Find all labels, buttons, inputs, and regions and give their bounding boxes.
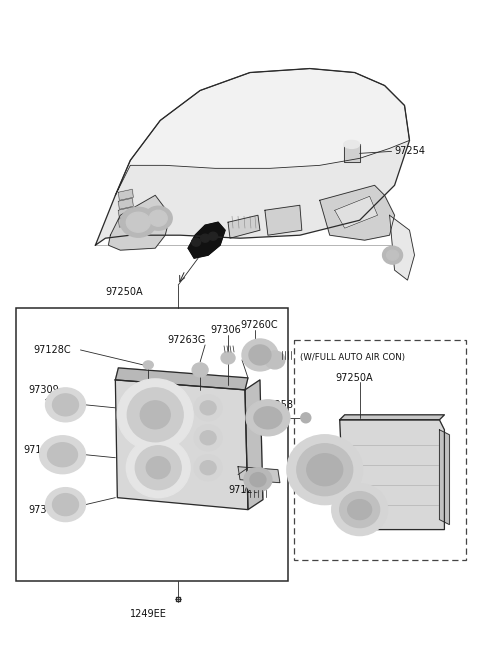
Ellipse shape — [344, 140, 360, 149]
Ellipse shape — [144, 206, 172, 230]
Ellipse shape — [52, 494, 78, 515]
Polygon shape — [265, 205, 302, 235]
Ellipse shape — [249, 345, 271, 365]
Polygon shape — [228, 215, 260, 238]
Ellipse shape — [194, 455, 222, 481]
Ellipse shape — [200, 460, 216, 475]
Ellipse shape — [146, 457, 170, 479]
Text: 97260C: 97260C — [240, 320, 277, 330]
Ellipse shape — [201, 234, 210, 242]
Ellipse shape — [194, 395, 222, 421]
Polygon shape — [340, 415, 444, 420]
Ellipse shape — [386, 250, 398, 260]
Ellipse shape — [126, 438, 190, 498]
Ellipse shape — [144, 361, 153, 369]
Text: 97263G: 97263G — [167, 335, 205, 345]
Ellipse shape — [46, 488, 85, 521]
Polygon shape — [310, 445, 318, 498]
Polygon shape — [96, 69, 409, 245]
Ellipse shape — [120, 207, 156, 237]
Ellipse shape — [126, 212, 150, 233]
Text: 97309: 97309 — [29, 504, 60, 515]
Text: 97250A: 97250A — [336, 373, 373, 383]
Ellipse shape — [265, 351, 285, 369]
Ellipse shape — [301, 413, 311, 422]
Ellipse shape — [340, 492, 380, 527]
Ellipse shape — [127, 388, 183, 441]
Polygon shape — [320, 185, 395, 240]
Ellipse shape — [149, 210, 167, 226]
Polygon shape — [335, 196, 378, 228]
Ellipse shape — [297, 443, 353, 496]
Ellipse shape — [46, 388, 85, 422]
Ellipse shape — [209, 233, 217, 240]
Polygon shape — [108, 195, 170, 250]
Ellipse shape — [287, 435, 363, 504]
Ellipse shape — [48, 443, 77, 467]
Polygon shape — [245, 380, 263, 510]
Polygon shape — [344, 144, 360, 162]
Text: 97137A: 97137A — [24, 445, 61, 455]
Polygon shape — [115, 380, 248, 510]
Ellipse shape — [135, 446, 181, 490]
Ellipse shape — [200, 401, 216, 415]
Ellipse shape — [307, 454, 343, 485]
Ellipse shape — [52, 394, 78, 416]
Ellipse shape — [39, 436, 85, 474]
Polygon shape — [390, 215, 415, 280]
Ellipse shape — [332, 483, 387, 536]
Bar — [294, 340, 467, 559]
Text: 97126: 97126 — [228, 485, 259, 495]
Ellipse shape — [246, 400, 290, 436]
Polygon shape — [439, 430, 449, 525]
Ellipse shape — [221, 352, 235, 364]
Polygon shape — [238, 467, 280, 483]
Text: 97128C: 97128C — [34, 345, 71, 355]
Ellipse shape — [244, 468, 272, 492]
Polygon shape — [119, 189, 133, 200]
Ellipse shape — [348, 500, 372, 519]
Text: 97254: 97254 — [395, 146, 426, 157]
Ellipse shape — [140, 401, 170, 429]
Text: 97250A: 97250A — [106, 287, 143, 297]
Ellipse shape — [254, 407, 282, 429]
Text: 97258: 97258 — [262, 400, 293, 410]
Ellipse shape — [383, 246, 403, 264]
Ellipse shape — [117, 379, 193, 451]
Polygon shape — [119, 198, 133, 209]
Polygon shape — [115, 368, 248, 390]
Text: 97309: 97309 — [29, 385, 60, 395]
Ellipse shape — [242, 339, 278, 371]
Text: 1249EE: 1249EE — [130, 609, 167, 620]
Polygon shape — [119, 216, 133, 227]
Polygon shape — [340, 420, 444, 530]
Ellipse shape — [200, 431, 216, 445]
Text: 97306: 97306 — [210, 325, 241, 335]
Ellipse shape — [192, 238, 201, 246]
Polygon shape — [188, 222, 225, 258]
Ellipse shape — [194, 425, 222, 451]
Polygon shape — [119, 207, 133, 218]
Text: (W/FULL AUTO AIR CON): (W/FULL AUTO AIR CON) — [300, 354, 405, 362]
Bar — [16, 308, 288, 582]
Ellipse shape — [192, 363, 208, 377]
Ellipse shape — [250, 473, 266, 487]
Polygon shape — [115, 69, 409, 195]
